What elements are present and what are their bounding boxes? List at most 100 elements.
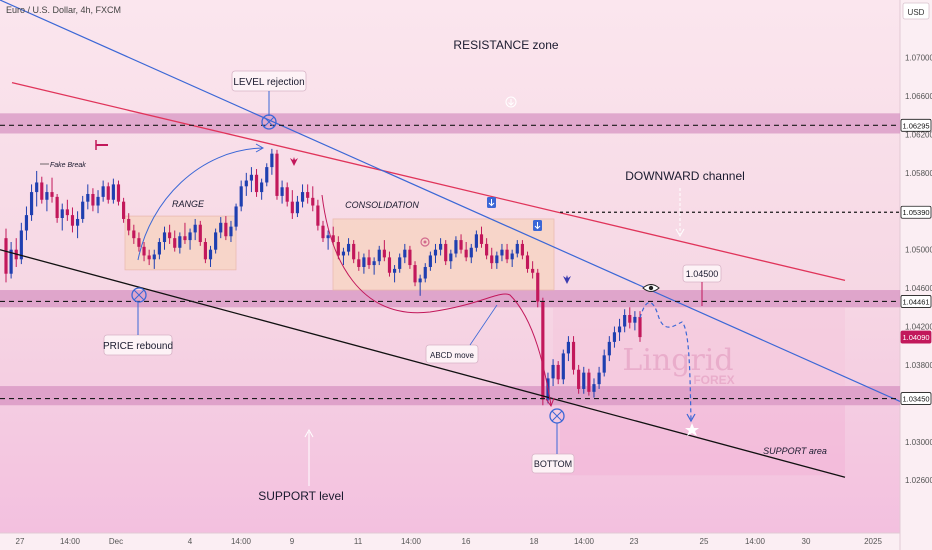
- candle: [29, 184, 34, 221]
- candle: [157, 238, 161, 260]
- candle: [295, 195, 300, 218]
- xtick-label: 14:00: [401, 537, 422, 546]
- candle: [198, 220, 202, 246]
- price-tag: 1.03450: [900, 392, 932, 405]
- xtick-label: 25: [700, 537, 709, 546]
- candle: [101, 180, 105, 202]
- time-axis-ticks: 27 14:00 Dec 4 14:00 9 11 14:00 16 18 14:00 23 25 14:…: [16, 537, 883, 546]
- abcd-label-box: [425, 344, 479, 364]
- candle: [300, 184, 305, 208]
- rebound-point-marker: [131, 287, 147, 303]
- zone-2: [0, 386, 900, 406]
- candle: [469, 243, 473, 264]
- candle: [65, 199, 69, 221]
- candle: [55, 193, 59, 223]
- candle: [357, 251, 361, 271]
- price-axis-tags: 1.06295 1.05390 1.04461 1.04090 1.03450: [900, 118, 932, 405]
- bat-icon: [290, 157, 298, 166]
- candle: [485, 238, 489, 260]
- candle: [224, 216, 228, 241]
- abcd-label: ABCD move: [430, 351, 475, 360]
- candle: [147, 249, 151, 266]
- candle: [602, 349, 606, 377]
- candle: [265, 163, 269, 187]
- price-tag: 1.04461: [900, 295, 932, 308]
- candle: [352, 240, 356, 264]
- bat-icon-2: [563, 275, 571, 284]
- snail-icon: [420, 237, 430, 247]
- star-icon: [685, 423, 699, 436]
- eye-icon: [642, 284, 660, 292]
- candle: [40, 176, 44, 204]
- candle: [607, 336, 611, 362]
- candle: [362, 253, 366, 274]
- candle: [162, 226, 167, 250]
- candle: [168, 224, 172, 244]
- candle: [316, 199, 320, 231]
- candle: [372, 257, 376, 275]
- candle: [19, 222, 23, 265]
- candle: [551, 359, 555, 387]
- xtick-label: 2025: [864, 537, 882, 546]
- price-rebound-label: PRICE rebound: [103, 341, 173, 352]
- bottom-label: BOTTOM: [534, 459, 572, 469]
- price-axis-ticks: 1.07000 1.06600 1.06200 1.05800 1.05000 1.046…: [905, 54, 932, 486]
- xtick-label: 27: [16, 537, 25, 546]
- svg-text:1.04461: 1.04461: [902, 297, 929, 306]
- candle: [122, 197, 126, 223]
- candle: [188, 228, 192, 250]
- candle: [9, 242, 13, 279]
- candle: [254, 169, 259, 197]
- bottom-point-cross: [551, 410, 563, 422]
- candle: [392, 265, 397, 283]
- candle: [403, 243, 407, 264]
- support-level-label: SUPPORT level: [258, 489, 344, 503]
- ytick-label: 1.05800: [905, 169, 932, 178]
- currency-button[interactable]: [902, 2, 930, 20]
- candle: [24, 206, 29, 241]
- candle: [208, 245, 213, 267]
- channel-line: [0, 0, 901, 402]
- candle: [561, 349, 565, 385]
- candle: [234, 203, 238, 231]
- candle: [418, 274, 422, 296]
- candle: [459, 234, 463, 254]
- candle: [536, 268, 540, 308]
- down-marker-icon: [487, 197, 496, 208]
- xtick-label: 30: [802, 537, 811, 546]
- candle: [326, 230, 330, 250]
- zone-1: [0, 290, 900, 308]
- support-area-shade: [560, 405, 845, 476]
- candle: [106, 182, 110, 204]
- candle: [203, 238, 207, 264]
- candle: [183, 222, 187, 244]
- candle: [474, 230, 478, 252]
- down-arrow-icon: [505, 96, 517, 108]
- candle: [531, 261, 535, 279]
- price-tag: 1.06295: [900, 118, 932, 132]
- ytick-label: 1.06200: [905, 130, 932, 139]
- candle: [4, 228, 8, 283]
- xtick-label: 9: [290, 537, 295, 546]
- candle: [275, 149, 279, 200]
- ytick-label: 1.04200: [905, 323, 932, 332]
- svg-text:1.03450: 1.03450: [902, 395, 929, 404]
- candle: [249, 167, 254, 193]
- candle: [367, 249, 371, 269]
- candle: [45, 184, 49, 212]
- ytick-label: 1.03800: [905, 361, 932, 370]
- candle: [597, 366, 601, 389]
- candle: [408, 245, 412, 269]
- candle: [433, 243, 438, 264]
- candle: [60, 203, 64, 231]
- xtick-label: 14:00: [574, 537, 595, 546]
- ytick-label: 1.03000: [905, 438, 932, 447]
- candle: [214, 228, 218, 254]
- svg-text:1.04090: 1.04090: [902, 333, 929, 342]
- support-area-label: SUPPORT area: [763, 446, 827, 456]
- candle: [239, 180, 243, 212]
- abcd-curve: [321, 194, 552, 406]
- xtick-label: 14:00: [60, 537, 81, 546]
- candle: [132, 224, 136, 244]
- chart-title: Euro / U.S. Dollar, 4h, FXCM: [6, 5, 121, 15]
